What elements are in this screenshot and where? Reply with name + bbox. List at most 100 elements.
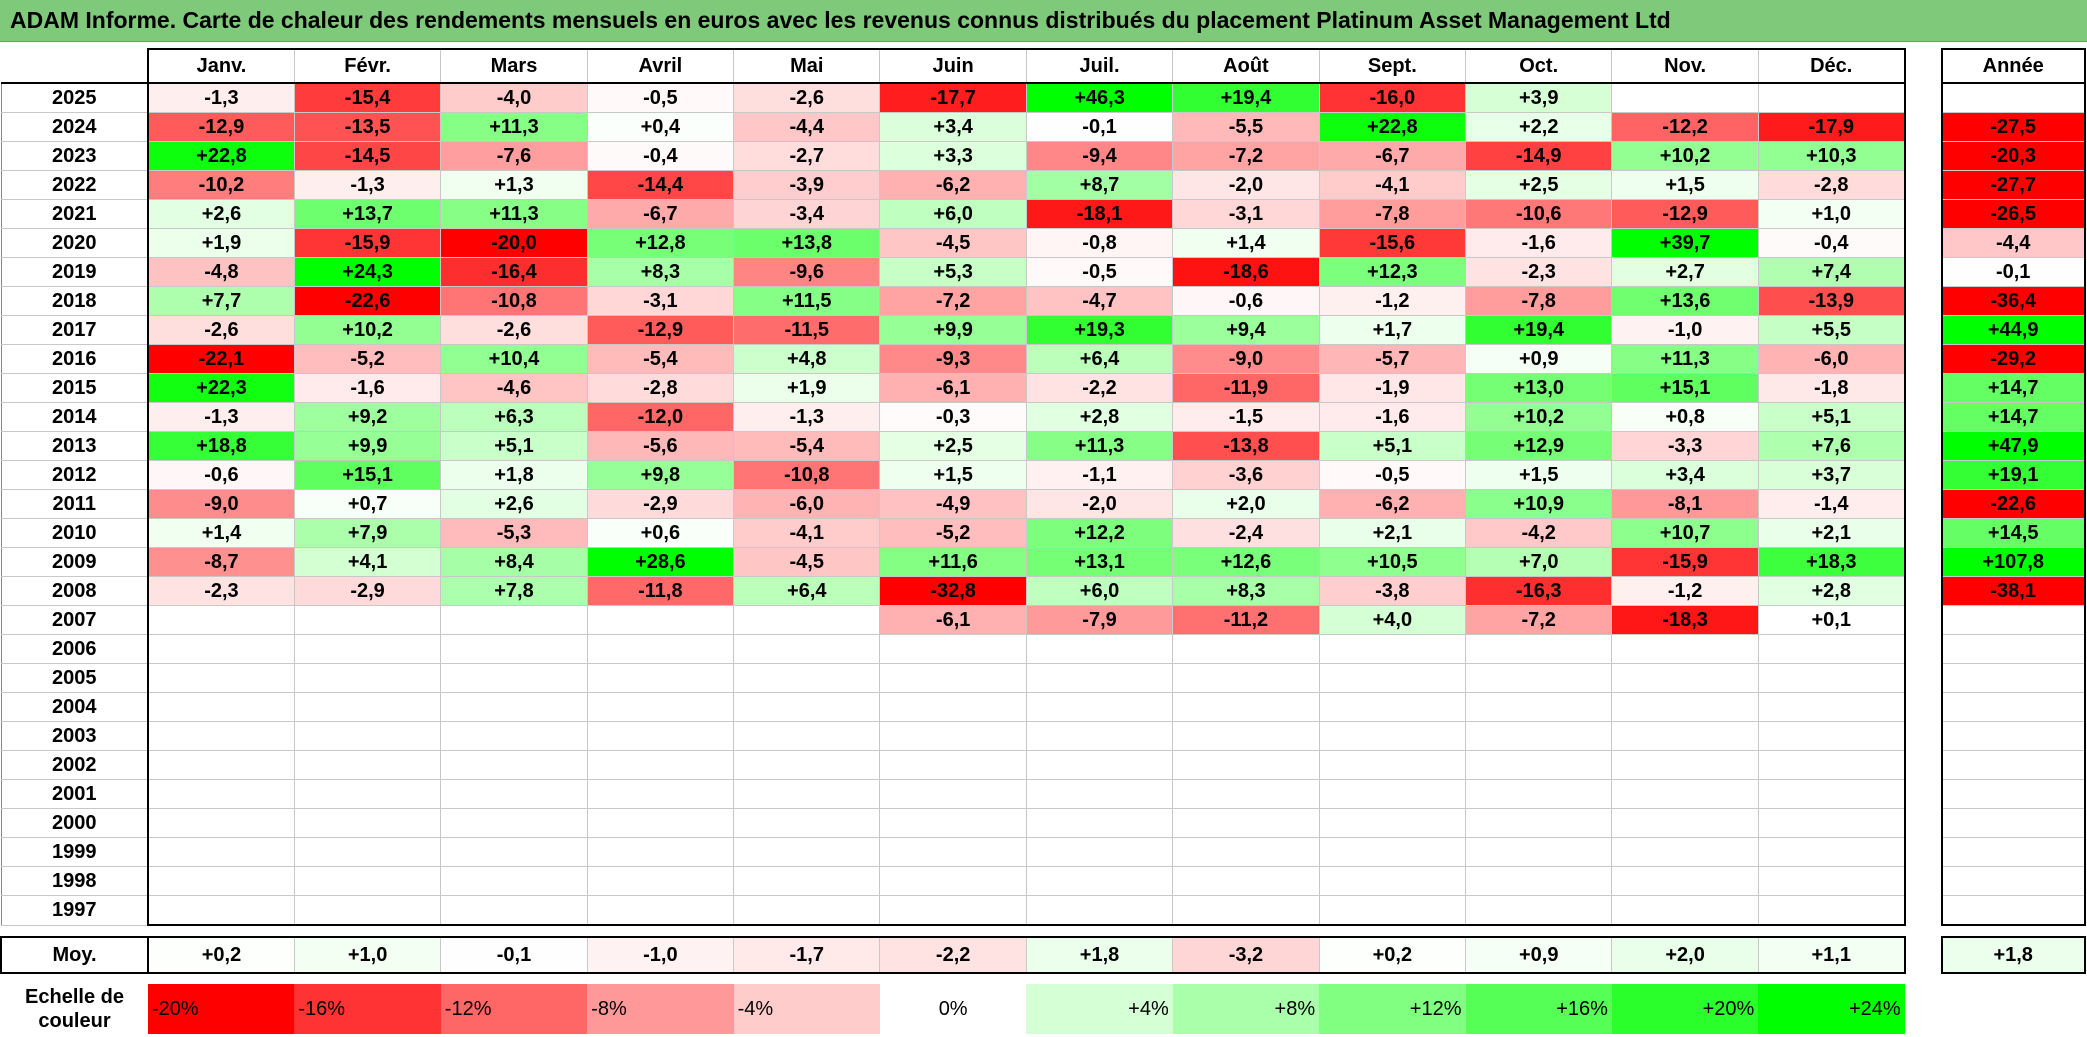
year-row: 2012 -0,6 +15,1 +1,8 +9,8 -10,8 +1,5 -1,1 -3,6 -0…: [0, 460, 2086, 490]
heat-cell: [1172, 808, 1320, 838]
heat-cell: [1025, 808, 1174, 838]
heat-cell: +0,9: [1465, 344, 1613, 374]
heat-cell: -0,6: [146, 460, 295, 490]
heat-cell: -4,4: [733, 112, 881, 142]
heat-cell: +1,4: [146, 518, 295, 548]
heat-cell: +13,1: [1025, 547, 1174, 577]
year-label: 2007: [0, 605, 149, 635]
year-label: 2003: [0, 721, 149, 751]
heat-cell: [440, 721, 588, 751]
average-cell: -0,1: [440, 936, 588, 974]
heat-cell: +2,1: [1757, 518, 1906, 548]
heat-cell: [1757, 866, 1906, 896]
heat-cell: [293, 663, 442, 693]
year-row: 2014 -1,3 +9,2 +6,3 -12,0 -1,3 -0,3 +2,8 -1,5 -1,…: [0, 402, 2086, 432]
heat-cell: [293, 866, 442, 896]
scale-empty: [1941, 984, 2085, 1034]
color-scale-swatch: 0%: [879, 984, 1027, 1034]
heat-cell: -1,6: [293, 373, 442, 403]
annual-cell: -38,1: [1940, 576, 2086, 606]
heat-cell: [1318, 721, 1467, 751]
heat-cell: [733, 692, 881, 722]
heat-cell: [1025, 779, 1174, 809]
heat-cell: -10,2: [146, 170, 295, 200]
heat-cell: +7,0: [1465, 547, 1613, 577]
column-gap: [1904, 460, 1942, 490]
heat-cell: -4,2: [1465, 518, 1613, 548]
heat-cell: -5,4: [586, 344, 735, 374]
heat-cell: +1,9: [733, 373, 881, 403]
month-header: Avril: [586, 48, 735, 84]
heat-cell: +24,3: [293, 257, 442, 287]
heat-cell: [1611, 866, 1759, 896]
average-annual-cell: +1,8: [1940, 936, 2086, 974]
heat-cell: -2,0: [1172, 170, 1320, 200]
heat-cell: +5,5: [1757, 315, 1906, 345]
annual-cell: -27,5: [1940, 112, 2086, 142]
heat-cell: -2,2: [1025, 373, 1174, 403]
heat-cell: [1318, 750, 1467, 780]
heat-cell: [879, 663, 1027, 693]
heat-cell: +5,1: [1757, 402, 1906, 432]
heat-cell: -1,3: [146, 82, 295, 113]
heat-cell: -0,3: [879, 402, 1027, 432]
heat-cell: -7,6: [440, 141, 588, 171]
heat-cell: -1,8: [1757, 373, 1906, 403]
heat-cell: [1611, 779, 1759, 809]
heat-cell: -9,3: [879, 344, 1027, 374]
column-gap: [1904, 518, 1942, 548]
heat-cell: [733, 895, 881, 926]
heat-cell: [1025, 895, 1174, 926]
heat-cell: +5,3: [879, 257, 1027, 287]
heat-cell: +2,2: [1465, 112, 1613, 142]
heat-cell: [733, 663, 881, 693]
heat-cell: +0,4: [586, 112, 735, 142]
heat-cell: -10,6: [1465, 199, 1613, 229]
heat-cell: -4,5: [733, 547, 881, 577]
color-scale-swatch: +20%: [1611, 984, 1759, 1034]
column-gap: [1904, 402, 1942, 432]
average-cell: +1,0: [293, 936, 442, 974]
heat-cell: -4,0: [440, 82, 588, 113]
heat-cell: +9,4: [1172, 315, 1320, 345]
heat-cell: +8,4: [440, 547, 588, 577]
heat-cell: -0,5: [586, 82, 735, 113]
month-header: Mai: [733, 48, 881, 84]
heat-cell: -1,3: [733, 402, 881, 432]
heat-cell: [1172, 779, 1320, 809]
month-header: Janv.: [146, 48, 295, 84]
heat-cell: [293, 605, 442, 635]
heat-cell: -6,1: [879, 373, 1027, 403]
annual-cell: +19,1: [1940, 460, 2086, 490]
average-cell: +0,2: [146, 936, 295, 974]
heat-cell: -12,9: [1611, 199, 1759, 229]
heat-cell: -18,3: [1611, 605, 1759, 635]
year-label: 2025: [0, 82, 149, 113]
row-spacer: [1, 973, 2085, 984]
heat-cell: -1,5: [1172, 402, 1320, 432]
heat-cell: -1,9: [1318, 373, 1467, 403]
color-scale-swatch: -8%: [587, 984, 734, 1034]
heat-cell: -16,4: [440, 257, 588, 287]
column-gap: [1904, 576, 1942, 606]
year-row: 1999: [0, 837, 2086, 867]
heat-cell: +13,0: [1465, 373, 1613, 403]
heat-cell: -0,4: [1757, 228, 1906, 258]
heat-cell: [1465, 779, 1613, 809]
heat-cell: -8,1: [1611, 489, 1759, 519]
heat-cell: -7,9: [1025, 605, 1174, 635]
heat-cell: +5,1: [440, 431, 588, 461]
heat-cell: -1,2: [1318, 286, 1467, 316]
heat-cell: [146, 605, 295, 635]
row-spacer: [1, 925, 2085, 937]
heat-cell: +6,3: [440, 402, 588, 432]
heat-cell: [1611, 750, 1759, 780]
heat-cell: [146, 692, 295, 722]
year-label: 2021: [0, 199, 149, 229]
heat-cell: -3,1: [1172, 199, 1320, 229]
annual-cell: [1940, 895, 2086, 926]
heat-cell: -0,5: [1318, 460, 1467, 490]
heat-cell: -7,2: [879, 286, 1027, 316]
heat-cell: [1172, 866, 1320, 896]
heat-cell: -9,6: [733, 257, 881, 287]
